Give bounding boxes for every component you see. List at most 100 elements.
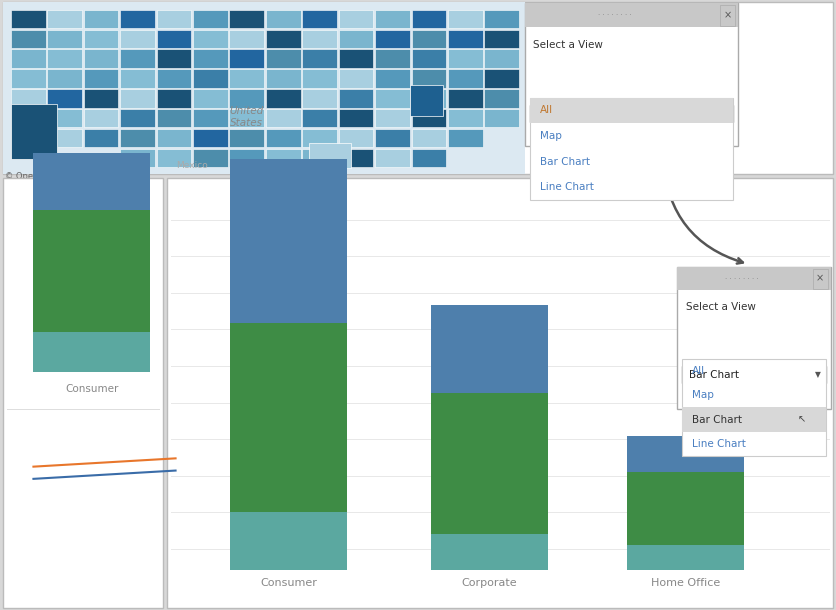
Bar (375, 89, 410, 107)
Text: Select a View: Select a View (533, 40, 604, 49)
Bar (193, 70, 227, 88)
Bar (229, 149, 264, 167)
Bar (375, 49, 410, 68)
FancyBboxPatch shape (525, 3, 738, 27)
Bar (266, 109, 301, 127)
Bar (193, 89, 227, 107)
Bar (339, 89, 374, 107)
Bar (411, 70, 446, 88)
Bar (229, 109, 264, 127)
Text: Mexico: Mexico (176, 162, 208, 170)
Bar (411, 109, 446, 127)
Bar (339, 10, 374, 28)
Bar (84, 129, 119, 148)
Bar (339, 109, 374, 127)
Bar (484, 49, 519, 68)
Bar (193, 30, 227, 48)
Bar (193, 109, 227, 127)
Bar (411, 49, 446, 68)
Text: All: All (537, 109, 550, 118)
Text: Home Office: Home Office (651, 578, 720, 587)
Bar (48, 89, 82, 107)
Text: United
States: United States (230, 106, 263, 128)
Bar (156, 89, 191, 107)
Bar (33, 332, 150, 372)
Bar (120, 49, 155, 68)
Bar (375, 30, 410, 48)
Bar (84, 109, 119, 127)
Bar (11, 49, 46, 68)
FancyBboxPatch shape (530, 98, 733, 123)
Bar (11, 30, 46, 48)
Bar (48, 49, 82, 68)
Bar (303, 10, 337, 28)
Text: ×: × (816, 274, 824, 284)
Bar (411, 30, 446, 48)
Bar (120, 30, 155, 48)
Text: Corporate: Corporate (461, 578, 517, 587)
FancyBboxPatch shape (813, 269, 828, 289)
Bar (11, 104, 57, 159)
Bar (375, 70, 410, 88)
Bar (156, 49, 191, 68)
Text: Line Chart: Line Chart (692, 439, 746, 449)
Bar (627, 545, 744, 570)
Bar (266, 30, 301, 48)
Text: Bar Chart: Bar Chart (689, 370, 739, 379)
Text: ▼: ▼ (814, 370, 821, 379)
Bar (448, 89, 482, 107)
Bar (33, 210, 150, 332)
Bar (431, 534, 548, 570)
Bar (156, 10, 191, 28)
Text: Line Chart: Line Chart (540, 182, 594, 192)
Text: Bar Chart: Bar Chart (692, 415, 742, 425)
Bar (266, 49, 301, 68)
Text: Map: Map (540, 131, 562, 141)
Bar (339, 149, 374, 167)
Bar (229, 30, 264, 48)
Bar (411, 10, 446, 28)
Text: ↖: ↖ (798, 415, 806, 425)
Bar (48, 70, 82, 88)
Bar (375, 10, 410, 28)
Bar (11, 109, 46, 127)
Bar (266, 149, 301, 167)
Text: Bar Chart: Bar Chart (540, 157, 590, 167)
Bar (266, 70, 301, 88)
FancyBboxPatch shape (3, 178, 163, 608)
Bar (303, 149, 337, 167)
Bar (484, 89, 519, 107)
Bar (156, 30, 191, 48)
Bar (448, 70, 482, 88)
Bar (230, 159, 347, 323)
Bar (411, 149, 446, 167)
Text: Consumer: Consumer (260, 578, 317, 587)
Bar (11, 10, 46, 28)
Bar (120, 149, 155, 167)
Bar (339, 49, 374, 68)
Bar (229, 70, 264, 88)
Bar (120, 10, 155, 28)
FancyBboxPatch shape (682, 359, 826, 456)
Bar (484, 70, 519, 88)
Bar (229, 49, 264, 68)
Text: ▼: ▼ (721, 109, 728, 118)
Bar (193, 49, 227, 68)
FancyBboxPatch shape (167, 178, 833, 608)
Bar (156, 70, 191, 88)
Bar (627, 472, 744, 545)
Bar (48, 129, 82, 148)
Bar (229, 10, 264, 28)
Bar (431, 393, 548, 534)
Bar (309, 143, 351, 168)
Bar (156, 129, 191, 148)
Bar (375, 129, 410, 148)
Bar (229, 89, 264, 107)
Text: ×: × (723, 10, 732, 20)
FancyBboxPatch shape (525, 3, 738, 146)
Bar (266, 89, 301, 107)
Bar (229, 129, 264, 148)
Bar (266, 10, 301, 28)
Bar (410, 85, 443, 116)
Bar (448, 49, 482, 68)
